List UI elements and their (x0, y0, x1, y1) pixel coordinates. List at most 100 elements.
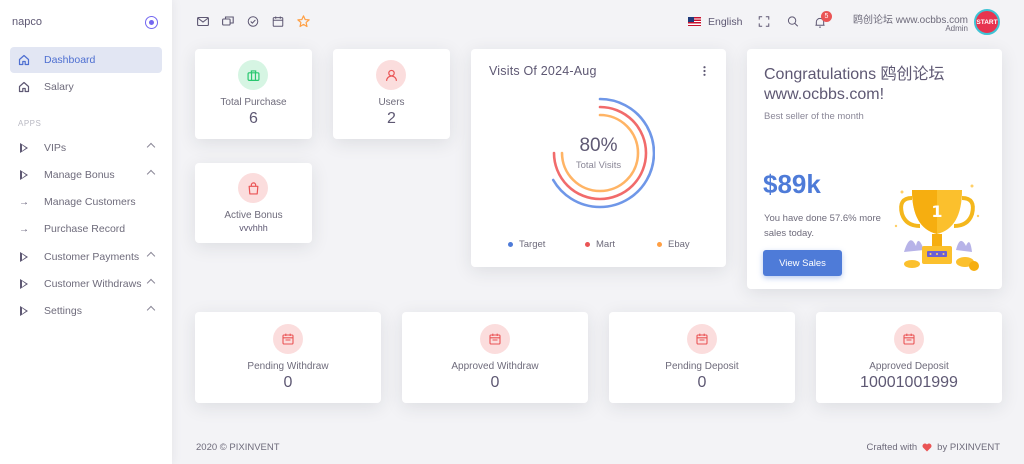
visits-title: Visits Of 2024-Aug (489, 64, 597, 78)
sidebar-item-salary[interactable]: Salary (10, 74, 162, 100)
chat-icon[interactable] (222, 16, 234, 27)
check-circle-icon[interactable] (247, 16, 259, 27)
sidebar-item-dashboard[interactable]: Dashboard (10, 47, 162, 73)
legend-ebay: Ebay (657, 239, 690, 250)
svg-text:1: 1 (931, 202, 942, 221)
us-flag-icon[interactable] (688, 17, 701, 26)
sidebar-item-label: Manage Bonus (44, 169, 115, 181)
stat-label: Active Bonus (224, 210, 283, 221)
sidebar-item-label: Manage Customers (44, 196, 136, 208)
stat-card-approved-deposit: Approved Deposit 10001001999 (816, 312, 1002, 403)
sidebar-item-manage-customers[interactable]: → Manage Customers (10, 189, 162, 215)
shopping-bag-icon (238, 173, 268, 203)
stat-label: Approved Withdraw (451, 361, 539, 372)
notification-badge: 5 (821, 11, 832, 22)
ebay-ring (560, 113, 640, 193)
legend-label: Ebay (668, 239, 690, 250)
congratulations-card: Congratulations 鸥创论坛 www.ocbbs.com! Best… (747, 49, 1002, 289)
mail-icon[interactable] (197, 16, 209, 27)
arrow-right-icon: → (19, 196, 29, 208)
sidebar-item-label: Dashboard (44, 54, 96, 66)
chevron-up-icon (146, 142, 156, 152)
chevron-up-icon (146, 251, 156, 261)
legend-dot (585, 242, 590, 247)
stat-card-pending-deposit: Pending Deposit 0 (609, 312, 795, 403)
target-ring (551, 97, 655, 209)
stat-value: 0 (697, 374, 707, 391)
visits-radial-chart (551, 97, 655, 209)
sidebar-item-label: Customer Withdraws (44, 278, 142, 290)
stat-label: Total Purchase (220, 97, 287, 108)
briefcase-icon (238, 60, 268, 90)
language-selector[interactable]: English (708, 16, 743, 28)
stat-label: Approved Deposit (869, 361, 949, 372)
stat-value: 0 (490, 374, 500, 391)
stat-value: 10001001999 (860, 374, 958, 391)
sidebar-toggle-icon[interactable] (145, 16, 158, 29)
play-icon (18, 251, 30, 263)
user-name[interactable]: 鸥创论坛 www.ocbbs.com (852, 15, 968, 26)
play-icon (18, 142, 30, 154)
sidebar-item-purchase-record[interactable]: → Purchase Record (10, 216, 162, 242)
footer-credit: Crafted with by PIXINVENT (866, 442, 1000, 453)
stat-card-active-bonus: Active Bonus vvvhhh (195, 163, 312, 243)
sidebar-item-label: Salary (44, 81, 74, 93)
sidebar-item-customer-payments[interactable]: Customer Payments (10, 244, 162, 270)
mart-ring (552, 105, 648, 201)
sidebar-item-customer-withdraws[interactable]: Customer Withdraws (10, 271, 162, 297)
sidebar-item-settings[interactable]: Settings (10, 298, 162, 324)
footer-credit-author[interactable]: by PIXINVENT (937, 442, 1000, 453)
sidebar-item-label: VIPs (44, 142, 67, 154)
play-icon (18, 278, 30, 290)
user-icon (376, 60, 406, 90)
bell-icon[interactable] (814, 17, 826, 28)
play-icon (18, 169, 30, 181)
fullscreen-icon[interactable] (758, 16, 770, 27)
visits-card: Visits Of 2024-Aug 80% Total Visits Targ… (471, 49, 726, 267)
avatar[interactable]: START (974, 9, 1000, 35)
footer-copyright: 2020 © PIXINVENT (196, 442, 280, 453)
visits-percent: 80% (579, 135, 618, 156)
search-icon[interactable] (787, 16, 799, 27)
legend-label: Mart (596, 239, 615, 250)
sidebar-item-manage-bonus[interactable]: Manage Bonus (10, 162, 162, 188)
play-icon (18, 305, 30, 317)
star-icon[interactable] (297, 15, 310, 28)
stat-value: vvvhhh (239, 223, 268, 233)
arrow-right-icon: → (19, 223, 29, 235)
calendar-icon (480, 324, 510, 354)
stat-value: 2 (387, 110, 396, 127)
chevron-up-icon (146, 278, 156, 288)
view-sales-button[interactable]: View Sales (763, 250, 842, 276)
trophy-icon: 1 (894, 184, 980, 271)
sidebar-item-vips[interactable]: VIPs (10, 135, 162, 161)
stat-value: 0 (283, 374, 293, 391)
more-vertical-icon[interactable] (703, 66, 706, 76)
chevron-up-icon (146, 305, 156, 315)
sidebar-item-label: Customer Payments (44, 251, 140, 263)
brand-name[interactable]: napco (12, 16, 42, 28)
stat-card-users: Users 2 (333, 49, 450, 139)
legend-target: Target (508, 239, 545, 250)
calendar-icon (894, 324, 924, 354)
congrats-subtitle: Best seller of the month (764, 111, 864, 122)
stat-card-approved-withdraw: Approved Withdraw 0 (402, 312, 588, 403)
home-icon (18, 81, 30, 93)
legend-label: Target (519, 239, 546, 250)
sidebar-item-label: Settings (44, 305, 82, 317)
calendar-icon (687, 324, 717, 354)
heart-icon (922, 443, 932, 452)
legend-dot (657, 242, 662, 247)
stat-card-pending-withdraw: Pending Withdraw 0 (195, 312, 381, 403)
legend-mart: Mart (585, 239, 615, 250)
stat-value: 6 (249, 110, 258, 127)
sidebar: napco Dashboard Salary APPS VIPs Manage … (0, 0, 172, 464)
stat-label: Users (378, 97, 405, 108)
home-icon (18, 54, 30, 66)
stat-label: Pending Deposit (665, 361, 739, 372)
congrats-amount: $89k (763, 169, 821, 199)
calendar-icon[interactable] (272, 16, 284, 27)
congrats-title: Congratulations 鸥创论坛 www.ocbbs.com! (764, 66, 945, 103)
user-role: Admin (945, 24, 968, 33)
footer-credit-text: Crafted with (866, 442, 918, 453)
